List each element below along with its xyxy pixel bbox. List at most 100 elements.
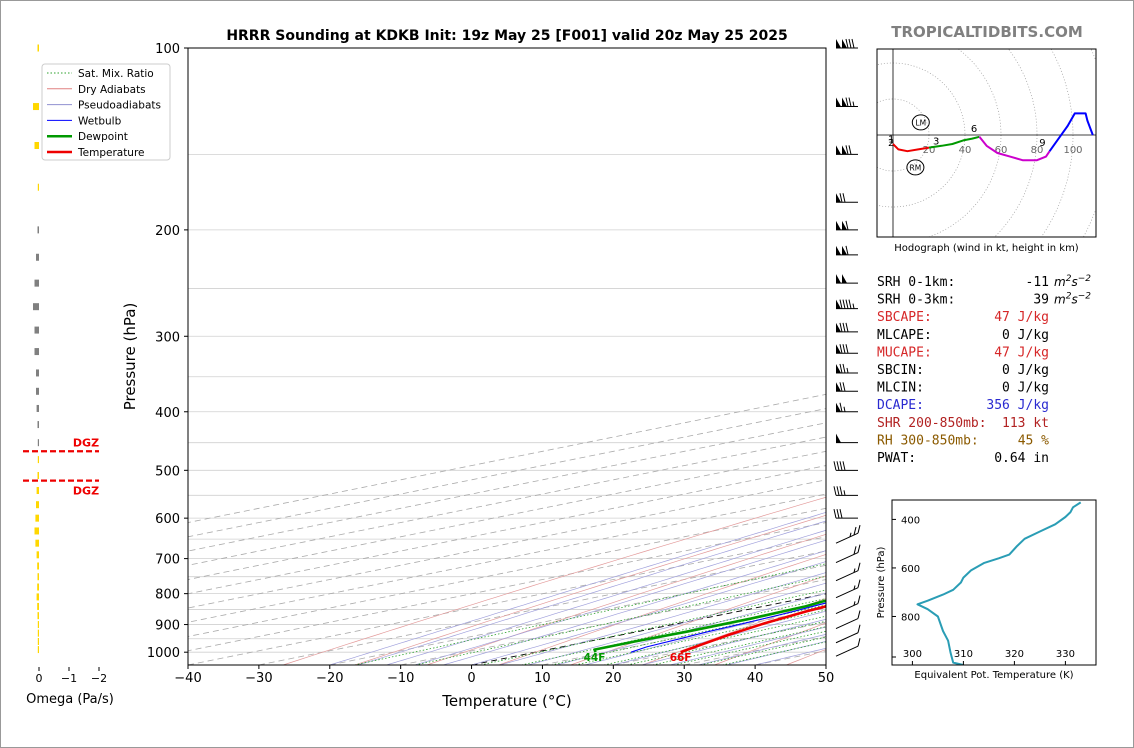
omega-bar <box>37 646 39 654</box>
omega-bar <box>37 183 39 191</box>
isotherm-line <box>188 536 826 665</box>
pseudo-adiabat <box>641 618 826 665</box>
barb-flag <box>842 39 847 48</box>
barb-full <box>839 344 843 354</box>
barb-flag <box>836 145 841 155</box>
omega-bar <box>37 226 39 234</box>
barb-flag <box>836 322 841 332</box>
barb-full <box>857 525 861 534</box>
barb-full <box>839 363 843 374</box>
hodo-ring-label: 40 <box>959 145 972 156</box>
storm-motion-marker <box>911 114 930 131</box>
omega-bar <box>35 514 39 522</box>
barb-half <box>843 490 846 496</box>
wind-barb <box>836 382 858 392</box>
te-y-tick-label: 400 <box>901 515 920 526</box>
wind-barb <box>835 544 861 564</box>
index-value: 47 J/kg <box>994 310 1049 325</box>
omega-tick-label: −2 <box>91 672 107 685</box>
y-tick-label: 800 <box>155 588 180 603</box>
omega-bar <box>37 612 39 620</box>
index-value: 0 J/kg <box>1002 381 1049 396</box>
hodo-ring-label: 80 <box>1031 145 1044 156</box>
barb-full <box>845 38 849 49</box>
wind-barb <box>836 245 858 256</box>
dry-adiabat <box>1074 48 1134 665</box>
omega-tick-label: −1 <box>61 672 77 685</box>
barb-full <box>842 461 846 471</box>
barb-full <box>839 509 843 519</box>
index-label: PWAT: <box>877 451 916 466</box>
barb-full <box>842 344 846 354</box>
omega-bar <box>37 621 39 629</box>
index-label: SRH 0-1km: <box>877 275 955 290</box>
barb-staff <box>835 552 859 564</box>
te-x-tick-label: 310 <box>954 649 973 660</box>
index-label: DCAPE: <box>877 398 924 413</box>
unit-sup: −2 <box>1078 292 1092 302</box>
y-axis-title: Pressure (hPa) <box>121 303 139 411</box>
index-value: 113 kt <box>1002 416 1049 431</box>
hodo-trace <box>1048 112 1094 152</box>
legend-box <box>41 63 171 161</box>
omega-bar <box>37 583 39 591</box>
legend-label: Pseudoadiabats <box>78 100 161 112</box>
y-tick-label: 1000 <box>147 646 180 661</box>
barb-flag <box>836 39 841 48</box>
barb-full <box>839 193 843 203</box>
legend-label: Dry Adiabats <box>78 84 146 96</box>
barb-half <box>852 101 855 107</box>
barb-full <box>845 299 849 309</box>
unit-sup: 2 <box>1066 274 1072 284</box>
barb-full <box>842 193 846 203</box>
wind-barb <box>836 299 858 310</box>
pseudo-adiabat <box>528 582 826 665</box>
index-value: 39 <box>1033 293 1049 308</box>
barb-flag <box>842 145 847 155</box>
barb-half <box>843 406 846 412</box>
barb-full <box>853 546 857 555</box>
barb-flag <box>842 97 847 107</box>
wind-barb <box>835 638 861 657</box>
barb-full <box>848 145 852 155</box>
barb-full <box>836 461 840 471</box>
index-value: 47 J/kg <box>994 345 1049 360</box>
barb-full <box>845 344 849 354</box>
barb-flag <box>842 245 847 255</box>
isotherm-line <box>613 621 826 665</box>
y-tick-label: 600 <box>155 512 180 527</box>
barb-flag <box>842 220 847 230</box>
omega-bar <box>37 637 39 645</box>
barb-staff <box>835 632 859 644</box>
chart-title: HRRR Sounding at KDKB Init: 19z May 25 [… <box>226 28 787 44</box>
x-tick-label: 10 <box>534 671 551 686</box>
wind-barb <box>836 193 858 203</box>
wind-barb <box>836 274 858 284</box>
barb-half <box>853 585 856 590</box>
barb-full <box>857 562 861 571</box>
unit-s: s <box>1071 293 1077 307</box>
barb-staff <box>835 645 859 657</box>
omega-panel: 0 −1 −2 Omega (Pa/s) DGZ DGZ <box>23 44 114 707</box>
legend-label: Wetbulb <box>78 115 122 127</box>
barb-full <box>839 299 843 309</box>
x-tick-label: 50 <box>818 671 835 686</box>
barb-staff <box>835 618 859 630</box>
omega-bar <box>36 551 39 559</box>
hodo-ring-label: 100 <box>1063 145 1082 156</box>
barb-flag <box>836 433 841 443</box>
omega-bar <box>36 593 39 601</box>
index-label: MLCIN: <box>877 381 924 396</box>
barb-flag <box>836 220 841 230</box>
wind-barb <box>836 433 858 444</box>
mixing-ratio-line <box>480 589 826 665</box>
unit-sup: 2 <box>1066 292 1072 302</box>
omega-tick-label: 0 <box>36 672 43 685</box>
isotherm-line <box>825 664 826 665</box>
barb-full <box>848 38 852 49</box>
barb-flag <box>836 382 841 392</box>
x-tick-label: −30 <box>245 671 272 686</box>
barb-full <box>845 322 849 332</box>
